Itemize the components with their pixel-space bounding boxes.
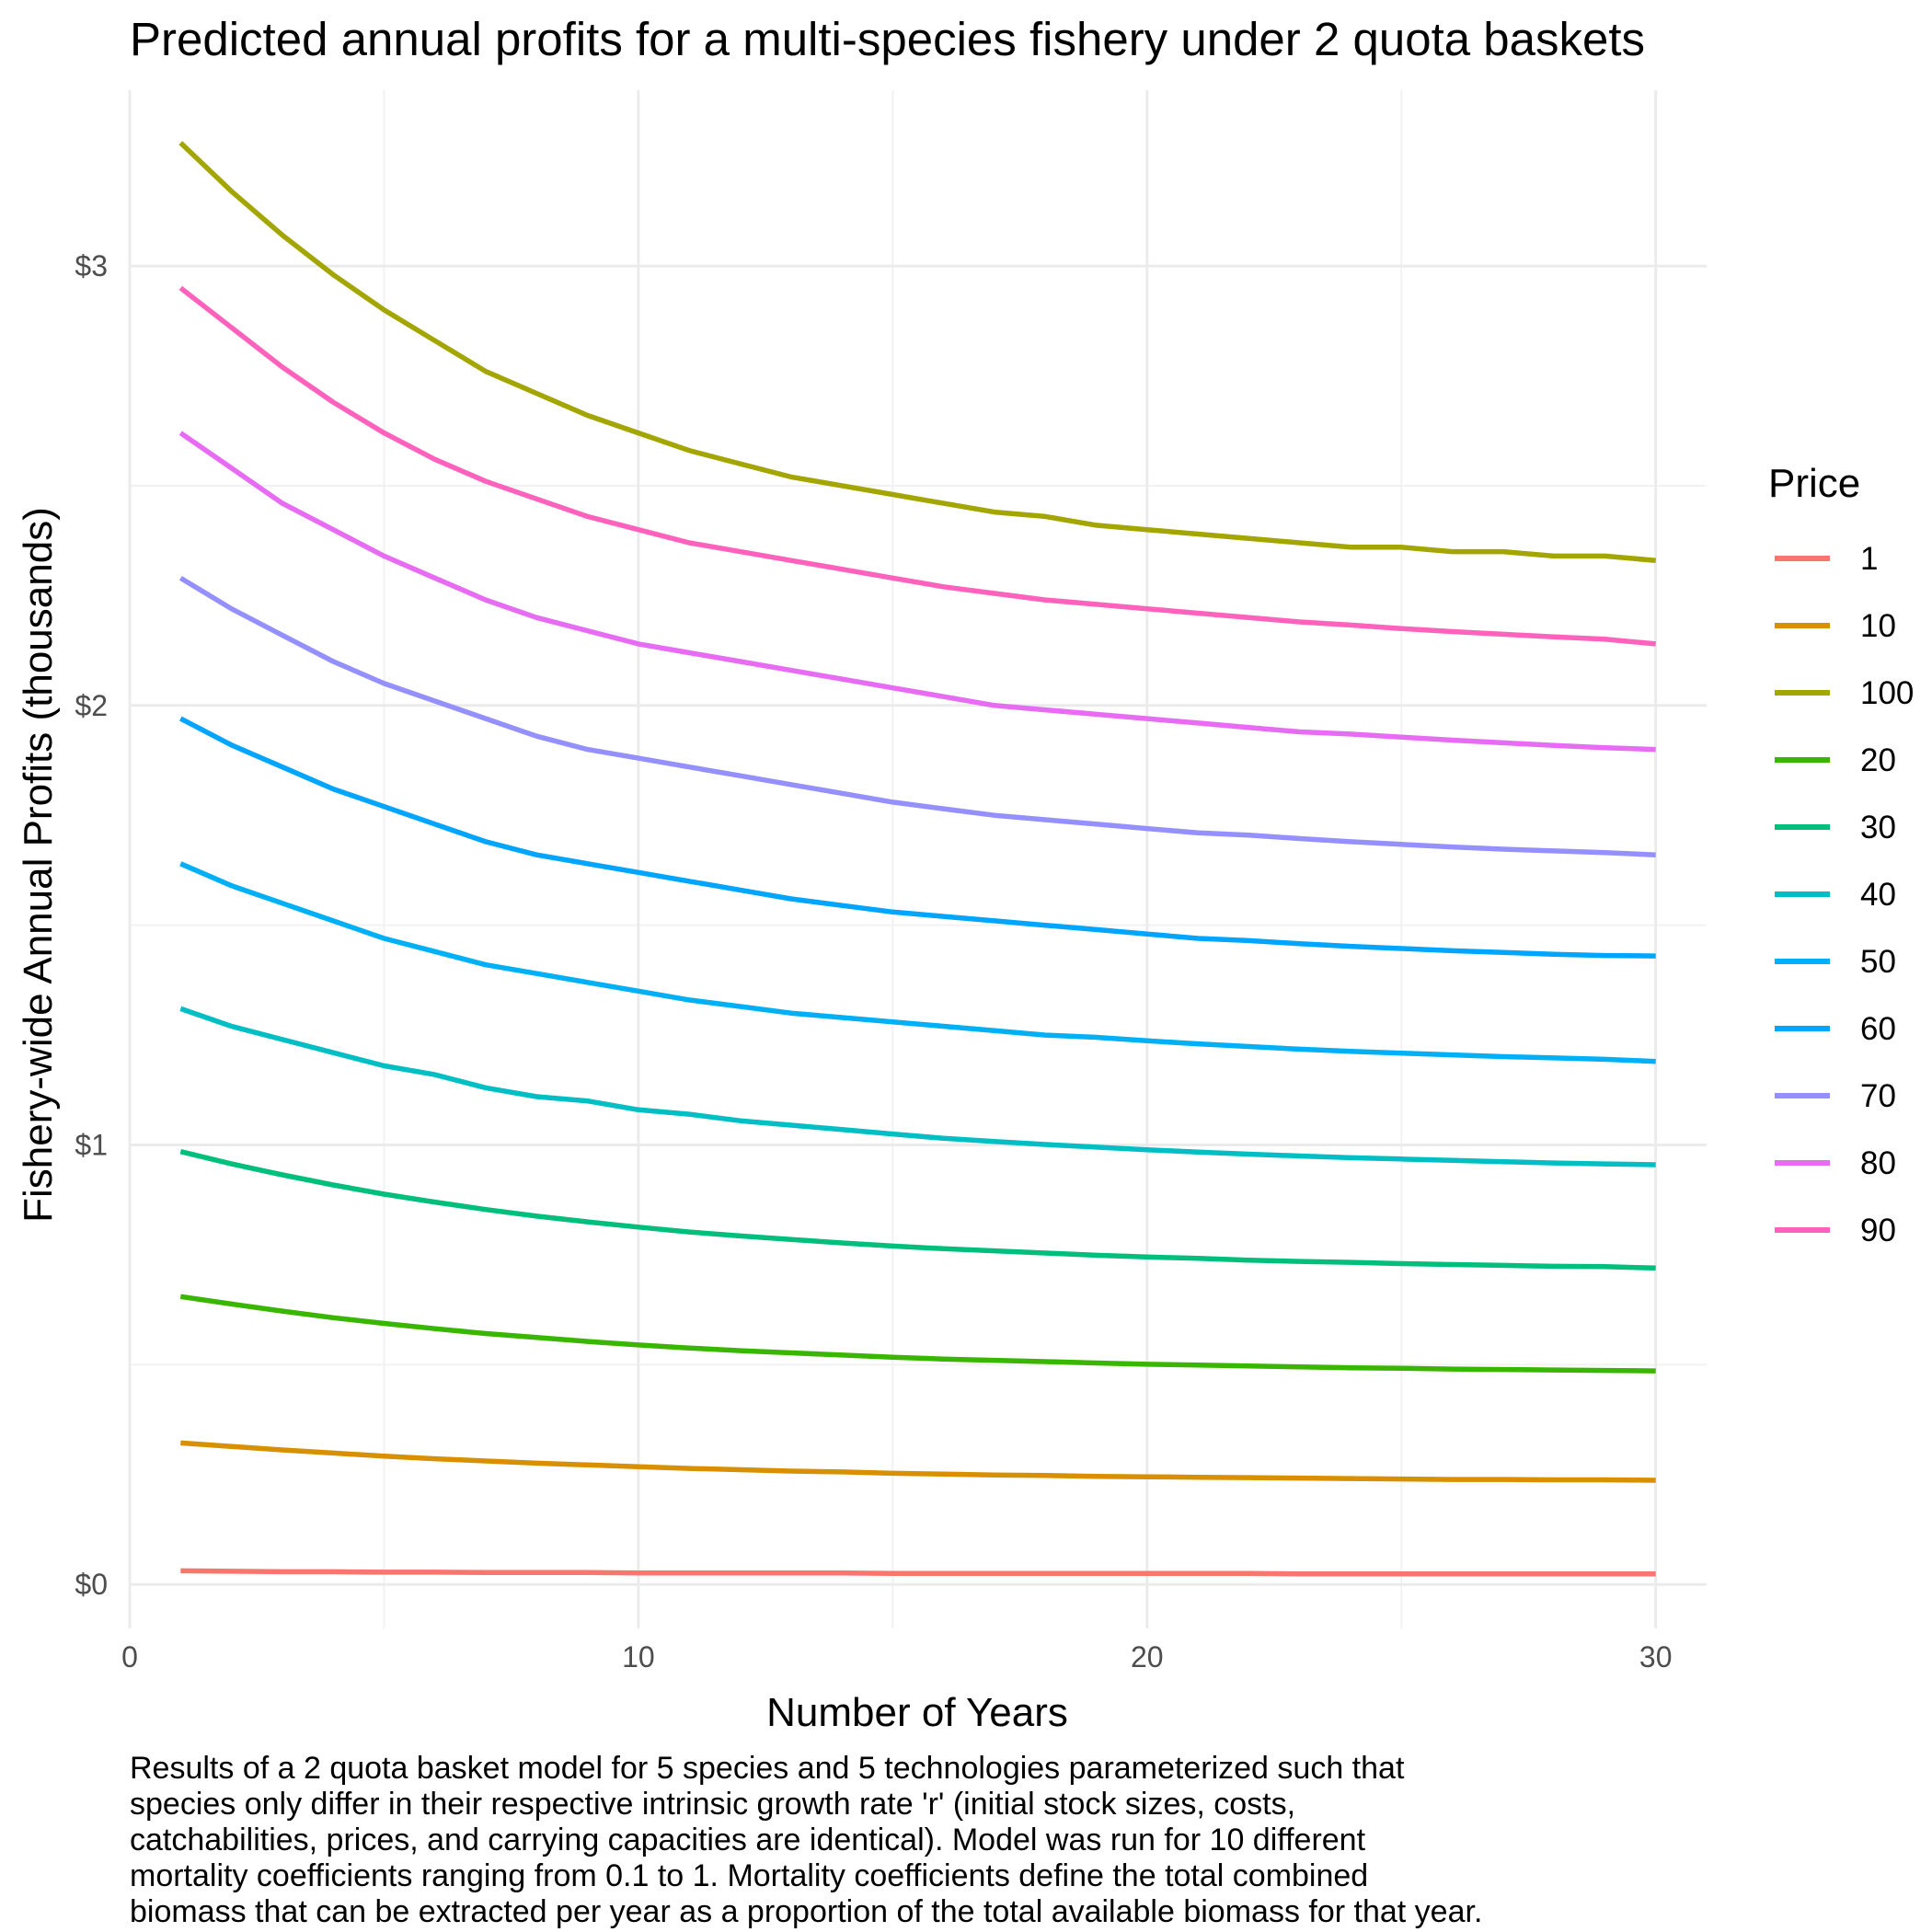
- series-line: [179, 716, 1656, 959]
- caption: Results of a 2 quota basket model for 5 …: [130, 1751, 1483, 1929]
- legend-label: 1: [1860, 541, 1878, 577]
- series-line: [178, 575, 1656, 857]
- legend-label: 90: [1860, 1213, 1896, 1248]
- y-tick-label: $0: [75, 1568, 108, 1601]
- y-tick-label: $3: [75, 249, 108, 282]
- y-tick-label: $1: [75, 1129, 108, 1162]
- x-tick-label: 0: [121, 1640, 138, 1673]
- axis-layer: $0 $1 $2 $3 0 10 20 30: [75, 249, 1672, 1673]
- grid-layer: [128, 90, 1707, 1628]
- lines-layer: [178, 141, 1656, 1577]
- legend-label: 30: [1860, 810, 1896, 845]
- series-line: [179, 1006, 1656, 1167]
- series-line: [178, 141, 1656, 563]
- legend-label: 50: [1860, 944, 1896, 980]
- series-line: [178, 431, 1656, 753]
- series-line: [180, 1440, 1656, 1483]
- legend-label: 70: [1860, 1078, 1896, 1114]
- legend-label: 40: [1860, 877, 1896, 913]
- legend-label: 10: [1860, 608, 1896, 644]
- x-axis-label: Number of Years: [766, 1690, 1068, 1735]
- legend-label: 60: [1860, 1011, 1896, 1047]
- y-axis-label: Fishery-wide Annual Profits (thousands): [16, 507, 61, 1223]
- legend-label: 20: [1860, 742, 1896, 778]
- legend-label: 80: [1860, 1145, 1896, 1181]
- legend: Price 1 10 100 20 30 40 50 60 70 80 90: [1768, 461, 1914, 1248]
- x-tick-label: 30: [1639, 1640, 1673, 1673]
- x-tick-label: 20: [1131, 1640, 1164, 1673]
- series-line: [178, 285, 1656, 647]
- series-line: [179, 1294, 1656, 1374]
- series-line: [180, 1568, 1656, 1577]
- x-tick-label: 10: [622, 1640, 655, 1673]
- series-line: [179, 861, 1656, 1064]
- legend-label: 100: [1860, 675, 1914, 711]
- legend-title: Price: [1768, 461, 1860, 506]
- chart-title: Predicted annual profits for a multi-spe…: [130, 13, 1645, 65]
- series-line: [179, 1149, 1656, 1271]
- y-tick-label: $2: [75, 689, 108, 722]
